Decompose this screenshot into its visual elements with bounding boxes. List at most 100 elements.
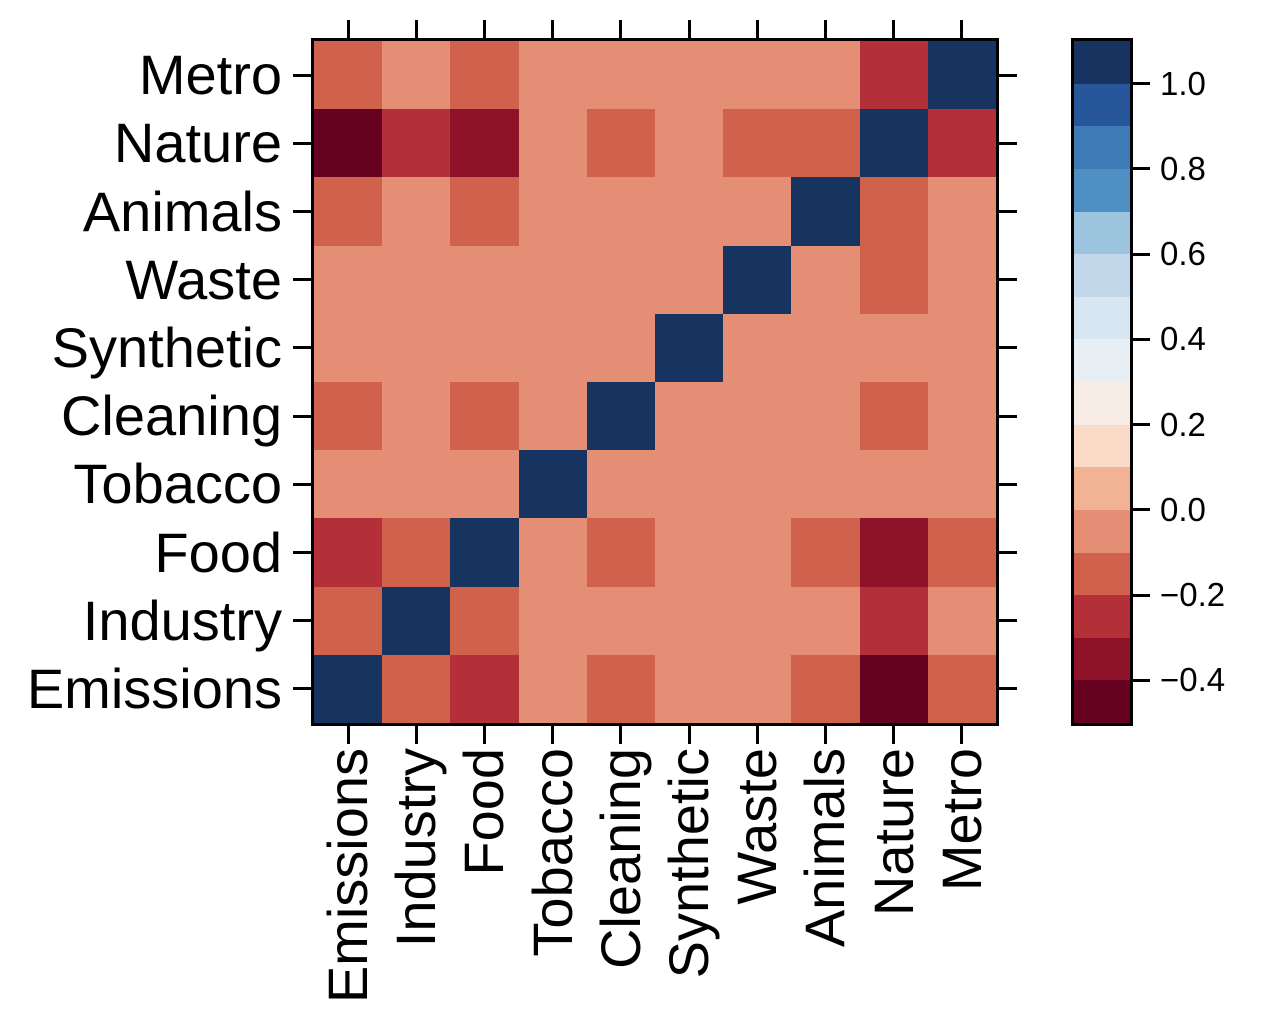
x-axis-tick-bottom [755, 726, 759, 744]
x-axis-tick-top [892, 20, 896, 38]
colorbar-tick-label: 0.0 [1160, 490, 1206, 528]
heatmap-cell [450, 586, 519, 655]
x-axis-label: Metro [929, 748, 993, 892]
x-axis-tick-bottom [687, 726, 691, 744]
heatmap-cell [859, 518, 928, 587]
x-axis-label-wrap: Metro [928, 748, 996, 1032]
y-axis-label: Animals [82, 179, 282, 243]
colorbar-tick-label: 0.4 [1160, 320, 1206, 358]
heatmap-cell [791, 450, 860, 519]
x-axis-tick-bottom [824, 726, 827, 744]
x-axis-tick-top [824, 20, 827, 38]
colorbar-band [1074, 680, 1130, 723]
colorbar-tick-label: 1.0 [1160, 64, 1206, 102]
heatmap-cell [382, 586, 451, 655]
heatmap-cell [927, 450, 996, 519]
y-axis-tick-right [999, 414, 1017, 418]
x-axis-label: Tobacco [520, 748, 584, 957]
y-axis-tick-right [999, 687, 1017, 691]
y-axis-tick-right [999, 551, 1017, 554]
heatmap-cell [382, 177, 451, 246]
heatmap-cell [723, 41, 792, 110]
heatmap-cell [654, 177, 724, 246]
x-axis-label-wrap: Synthetic [655, 748, 723, 1032]
colorbar-tick [1133, 337, 1150, 341]
colorbar-tick-label: 0.2 [1160, 405, 1206, 443]
heatmap-cell [859, 381, 928, 451]
colorbar-band [1074, 637, 1130, 681]
heatmap-cell [859, 245, 928, 314]
y-axis-tick-left [293, 482, 311, 486]
x-axis-tick-bottom [551, 726, 555, 744]
y-axis-tick-left [293, 551, 311, 554]
colorbar-band [1074, 467, 1130, 510]
colorbar-band [1074, 339, 1130, 382]
x-axis-label-wrap: Waste [723, 748, 791, 1032]
x-axis-label: Cleaning [588, 748, 652, 970]
heatmap-cell [586, 245, 655, 314]
heatmap-cell [382, 518, 451, 587]
y-axis-label: Emissions [26, 656, 282, 720]
heatmap-cell [586, 586, 655, 655]
heatmap-cell [314, 109, 383, 178]
y-axis-tick-left [293, 346, 311, 350]
x-axis-tick-top [687, 20, 691, 38]
y-axis-label: Metro [138, 43, 282, 107]
heatmap-cell [518, 177, 587, 246]
heatmap-cell [859, 654, 928, 723]
y-axis-label: Industry [82, 588, 282, 652]
heatmap-cell [382, 381, 451, 451]
heatmap-cell [518, 313, 587, 382]
heatmap-cell [518, 381, 587, 451]
heatmap-cell [859, 586, 928, 655]
colorbar-band [1074, 126, 1130, 169]
heatmap-cell [314, 450, 383, 519]
heatmap-cell [382, 109, 451, 178]
x-axis-tick-top [551, 20, 555, 38]
y-axis-label: Nature [113, 111, 282, 175]
heatmap-cell [518, 518, 587, 587]
y-axis-tick-right [999, 619, 1017, 623]
heatmap-cell [518, 450, 587, 519]
y-axis-tick-left [293, 414, 311, 418]
colorbar-tick-label: 0.8 [1160, 149, 1206, 187]
heatmap-cell [450, 177, 519, 246]
x-axis-label: Synthetic [657, 748, 721, 979]
colorbar-tick [1133, 508, 1150, 512]
colorbar-tick-label: −0.4 [1160, 661, 1226, 699]
y-axis-tick-left [293, 210, 311, 213]
heatmap-cell [314, 41, 383, 110]
colorbar-tick [1133, 82, 1150, 86]
heatmap-cell [927, 41, 996, 110]
x-axis-label-wrap: Emissions [314, 748, 382, 1032]
heatmap-cell [314, 518, 383, 587]
heatmap-cell [450, 654, 519, 723]
x-axis-tick-bottom [960, 726, 964, 744]
heatmap-cell [450, 518, 519, 587]
heatmap-cell [382, 654, 451, 723]
heatmap-cell [382, 313, 451, 382]
heatmap-cell [654, 245, 724, 314]
heatmap-cell [586, 41, 655, 110]
x-axis-tick-top [414, 20, 418, 38]
x-axis-label: Waste [725, 748, 789, 905]
heatmap-cell [450, 41, 519, 110]
colorbar-band [1074, 254, 1130, 297]
y-axis-tick-left [293, 687, 311, 691]
colorbar-tick [1133, 593, 1150, 597]
heatmap-cell [314, 245, 383, 314]
heatmap-cell [791, 109, 860, 178]
colorbar-band [1074, 552, 1130, 596]
heatmap-cell [654, 586, 724, 655]
heatmap-cell [791, 41, 860, 110]
heatmap-cell [586, 109, 655, 178]
x-axis-tick-bottom [414, 726, 418, 744]
heatmap-cell [518, 245, 587, 314]
y-axis-tick-left [293, 73, 311, 77]
x-axis-label: Food [452, 748, 516, 876]
colorbar-band [1074, 83, 1130, 127]
heatmap-cell [450, 450, 519, 519]
heatmap-cell [927, 177, 996, 246]
heatmap-cell [450, 109, 519, 178]
x-axis-tick-top [619, 20, 623, 38]
